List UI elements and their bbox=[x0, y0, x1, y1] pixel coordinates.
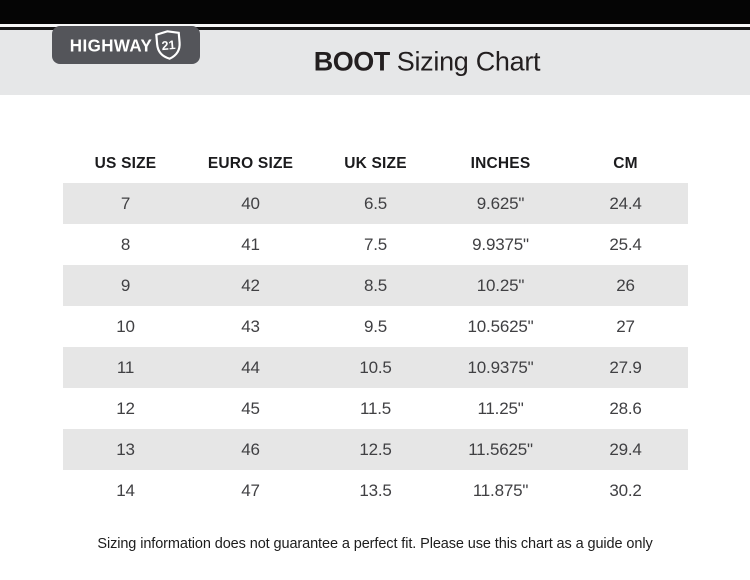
column-header-uk-size: UK SIZE bbox=[344, 155, 407, 172]
brand-name-text: HIGHWAY bbox=[69, 35, 153, 55]
table-cell: 9 bbox=[120, 275, 131, 295]
table-cell: 40 bbox=[241, 193, 260, 213]
table-cell: 6.5 bbox=[363, 193, 388, 213]
table-cell: 41 bbox=[241, 234, 260, 254]
column-header-us-size: US SIZE bbox=[94, 155, 157, 172]
table-row: 12 45 11.5 11.25" 28.6 bbox=[63, 388, 688, 429]
table-cell: 14 bbox=[116, 480, 135, 500]
table-cell: 12 bbox=[116, 398, 135, 418]
table-cell: 44 bbox=[241, 357, 260, 377]
table-cell: 45 bbox=[241, 398, 260, 418]
table-cell: 27.9 bbox=[609, 357, 642, 377]
svg-text:21: 21 bbox=[161, 38, 176, 53]
brand-logo: HIGHWAY 21 bbox=[52, 26, 200, 64]
table-cell: 26 bbox=[616, 275, 635, 295]
table-cell: 11.5625" bbox=[468, 439, 533, 459]
table-body: 7 40 6.5 9.625" 24.4 8 41 7.5 9.9375" 25.4 9 42 8.5 1… bbox=[63, 183, 688, 511]
table-cell: 46 bbox=[241, 439, 260, 459]
page-title-light: Sizing Chart bbox=[396, 46, 541, 77]
table-cell: 42 bbox=[241, 275, 260, 295]
table-cell: 8 bbox=[120, 234, 131, 254]
table-row: 13 46 12.5 11.5625" 29.4 bbox=[63, 429, 688, 470]
top-black-bar bbox=[0, 0, 750, 24]
table-cell: 9.9375" bbox=[472, 234, 529, 254]
table-cell: 7 bbox=[120, 193, 131, 213]
table-cell: 25.4 bbox=[609, 234, 642, 254]
table-row: 11 44 10.5 10.9375" 27.9 bbox=[63, 347, 688, 388]
table-cell: 10 bbox=[116, 316, 135, 336]
table-cell: 11 bbox=[116, 357, 135, 377]
table-cell: 9.5 bbox=[363, 316, 388, 336]
brand-shield-21-icon: 21 bbox=[155, 30, 181, 60]
page-title: BOOT Sizing Chart bbox=[313, 46, 541, 77]
table-cell: 47 bbox=[241, 480, 260, 500]
table-cell: 10.9375" bbox=[467, 357, 534, 377]
table-row: 10 43 9.5 10.5625" 27 bbox=[63, 306, 688, 347]
table-cell: 27 bbox=[616, 316, 635, 336]
table-row: 7 40 6.5 9.625" 24.4 bbox=[63, 183, 688, 224]
table-cell: 13.5 bbox=[359, 480, 392, 500]
table-cell: 11.875" bbox=[472, 480, 529, 500]
page-title-bold: BOOT bbox=[313, 46, 391, 77]
table-cell: 10.5625" bbox=[467, 316, 534, 336]
column-header-euro-size: EURO SIZE bbox=[207, 155, 294, 172]
table-row: 9 42 8.5 10.25" 26 bbox=[63, 265, 688, 306]
table-cell: 7.5 bbox=[363, 234, 388, 254]
table-cell: 43 bbox=[241, 316, 260, 336]
column-header-cm: CM bbox=[613, 155, 638, 172]
column-header-inches: INCHES bbox=[470, 155, 531, 172]
table-cell: 28.6 bbox=[609, 398, 642, 418]
table-row: 8 41 7.5 9.9375" 25.4 bbox=[63, 224, 688, 265]
top-divider-dark bbox=[0, 27, 750, 30]
table-cell: 24.4 bbox=[609, 193, 642, 213]
table-cell: 11.5 bbox=[359, 398, 392, 418]
top-divider-light bbox=[0, 24, 750, 27]
table-cell: 12.5 bbox=[359, 439, 392, 459]
footer-note: Sizing information does not guarantee a … bbox=[97, 536, 653, 552]
sizing-table: US SIZE EURO SIZE UK SIZE INCHES CM 7 40 6… bbox=[63, 145, 688, 511]
table-cell: 10.25" bbox=[476, 275, 525, 295]
table-cell: 30.2 bbox=[609, 480, 642, 500]
table-cell: 10.5 bbox=[359, 357, 392, 377]
table-cell: 9.625" bbox=[476, 193, 525, 213]
table-cell: 8.5 bbox=[363, 275, 388, 295]
table-cell: 29.4 bbox=[609, 439, 642, 459]
table-row: 14 47 13.5 11.875" 30.2 bbox=[63, 470, 688, 511]
table-cell: 13 bbox=[116, 439, 135, 459]
table-cell: 11.25" bbox=[477, 398, 524, 418]
table-header-row: US SIZE EURO SIZE UK SIZE INCHES CM bbox=[63, 145, 688, 183]
